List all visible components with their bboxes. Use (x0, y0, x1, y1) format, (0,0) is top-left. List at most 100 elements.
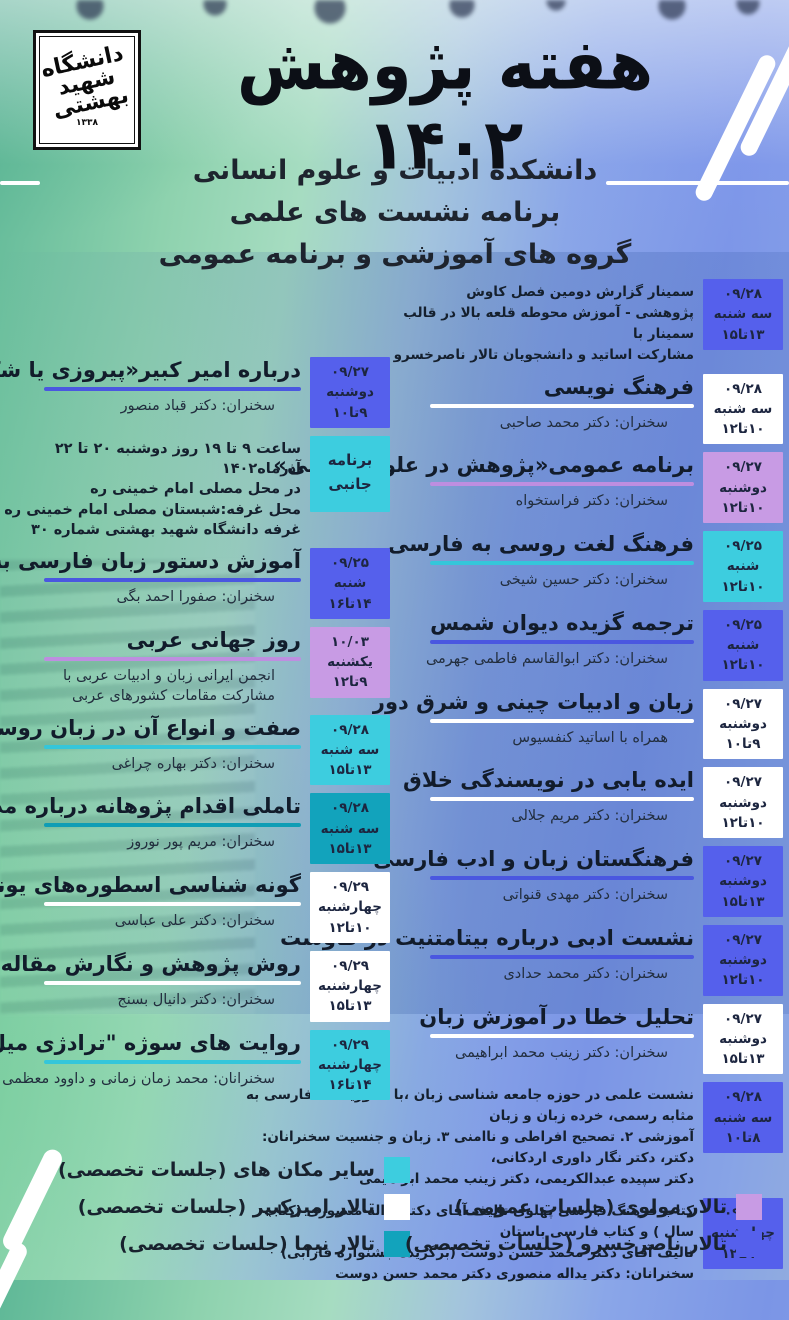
date-badge: ۰۹/۲۸ سه شنبه ۱۰تا۱۲ (703, 373, 783, 445)
legend-item: تالار مولوی (جلسات عمومی) (405, 1193, 762, 1221)
note-text: سمینار گزارش دومین فصل کاوش پژوهشی - آمو… (393, 284, 694, 363)
university-logo: دانشگاه شهید بهشتی ۱۳۳۸ (33, 30, 141, 150)
badge-line: جانبی (328, 474, 372, 493)
badge-day: دوشنبه (719, 715, 767, 732)
date-badge: ۰۹/۲۹ چهارشنبه ۱۳تا۱۵ (310, 950, 390, 1022)
badge-day: سه شنبه (713, 306, 773, 323)
event-body: درباره امیر کبیر«پیروزی یا شکست قاجاریه»… (0, 357, 301, 416)
badge-time: ۹تا۱۲ (332, 674, 368, 691)
badge-day: دوشنبه (719, 479, 767, 496)
title-underline (429, 876, 694, 881)
event-speaker: سخنران: دکتر محمد صاحبی (499, 414, 668, 431)
event-card: ۰۹/۲۷ دوشنبه ۱۳تا۱۵ فرهنگستان زبان و ادب فا… (373, 846, 783, 917)
title-underline (429, 718, 694, 723)
badge-date: ۰۹/۲۸ (331, 721, 369, 738)
event-speaker: همراه با اساتید کنفسیوس (512, 729, 668, 746)
event-title: برنامه عمومی«پژوهش در علوم انسانی» (273, 453, 694, 478)
event-speaker: سخنران: دکتر ابوالقاسم فاطمی جهرمی (425, 650, 668, 667)
badge-day: دوشنبه (719, 952, 767, 969)
event-speaker: سخنران: دکتر مریم جلالی (511, 808, 668, 825)
date-badge: ۰۹/۲۵ شنبه ۱۰تا۱۲ (703, 531, 783, 602)
event-speaker: سخنران: مریم پور نوروز (127, 834, 275, 851)
event-body: فرهنگ لغت روسی به فارسی سخنران: دکتر حسین… (387, 531, 694, 590)
cyan-swatch-icon (384, 1157, 410, 1183)
event-title: روز جهانی عربی (126, 627, 301, 652)
date-badge: ۰۹/۲۷ دوشنبه ۱۰تا۱۲ (703, 924, 783, 996)
event-card: ۰۹/۲۸ سه شنبه ۱۳تا۱۵ صفت و انواع آن در زبان… (0, 714, 390, 786)
poster-title: هفته پژوهش ۱۴۰۲ (236, 26, 655, 186)
title-underline (43, 578, 301, 583)
badge-time: ۱۰تا۱۲ (328, 919, 372, 936)
subtitle-line: برنامه نشست های علمی (229, 196, 561, 228)
legend-specialized-venues: سایر مکان های (جلسات تخصصی) تالار امیرکبی… (58, 1156, 410, 1267)
event-title: تاملی اقدام پژوهانه درباره مدرسان آزفا (0, 794, 301, 819)
badge-date: ۰۹/۲۷ (724, 695, 762, 712)
university-logo-calligraphy: دانشگاه شهید بهشتی (39, 41, 132, 124)
legend-label: تالار نیما (جلسات تخصصی) (119, 1233, 375, 1255)
legend-label: تالار امیرکبیر (جلسات تخصصی) (77, 1196, 375, 1218)
badge-date: ۰۹/۲۷ (724, 853, 762, 870)
event-card: ۰۹/۲۸ سه شنبه ۱۳تا۱۵ تاملی اقدام پژوهانه در… (0, 793, 390, 865)
badge-time: ۱۳تا۱۵ (721, 893, 765, 910)
date-badge: ۰۹/۲۸ سه شنبه ۱۳تا۱۵ (310, 793, 390, 865)
event-card: ۰۹/۲۷ دوشنبه ۹تا۱۰ درباره امیر کبیر«پیروزی … (0, 357, 390, 428)
badge-time: ۱۰تا۱۲ (721, 578, 765, 595)
event-body: فرهنگ نویسی سخنران: دکتر محمد صاحبی (387, 374, 694, 433)
event-body: ترجمه گزیده دیوان شمس سخنران: دکتر ابوالق… (387, 610, 694, 669)
event-card: ۰۹/۲۷ دوشنبه ۹تا۱۰ زبان و ادبیات چینی و شرق… (372, 688, 783, 760)
subtitle-line: گروه های آموزشی و برنامه عمومی (158, 238, 632, 270)
event-card: ۰۹/۲۷ دوشنبه ۱۳تا۱۵ تحلیل خطا در آموزش زبان… (387, 1003, 783, 1075)
event-body: روش پژوهش و نگارش مقاله زبان فرانسه سخنرا… (0, 951, 301, 1010)
event-title: گونه شناسی اسطوره‌های یونان باستان (0, 873, 301, 898)
title-underline (429, 639, 694, 644)
subtitle-line: دانشکده ادبیات و علوم انسانی (192, 155, 598, 186)
badge-time: ۱۳تا۱۵ (721, 1051, 765, 1068)
badge-date: ۰۹/۲۸ (724, 286, 762, 302)
event-title: تحلیل خطا در آموزش زبان (419, 1004, 694, 1029)
event-title: زبان و ادبیات چینی و شرق دور (372, 689, 694, 714)
badge-date: ۰۹/۲۸ (724, 380, 762, 397)
event-card: ۰۹/۲۹ چهارشنبه ۱۳تا۱۵ روش پژوهش و نگارش مقا… (0, 950, 390, 1022)
badge-day: دوشنبه (326, 384, 374, 401)
university-founding-year: ۱۳۳۸ (76, 117, 98, 128)
decorative-line (0, 181, 40, 185)
badge-day: دوشنبه (719, 873, 767, 890)
white-swatch-icon (384, 1194, 410, 1220)
event-title: ترجمه گزیده دیوان شمس (430, 610, 694, 635)
date-badge: ۰۹/۲۸ سه شنبه ۱۳تا۱۵ (310, 714, 390, 786)
date-badge: ۰۹/۲۹ چهارشنبه ۱۴تا۱۶ (310, 1029, 390, 1101)
event-title: فرهنگ نویسی (543, 374, 694, 399)
event-card: ۰۹/۲۹ چهارشنبه ۱۴تا۱۶ روایت های سوژه "ترادژ… (0, 1029, 390, 1101)
decorative-stripe (0, 1240, 30, 1320)
legend-main-venues: تالار مولوی (جلسات عمومی) تالار ناصرخسرو … (405, 1193, 762, 1267)
title-underline (43, 902, 301, 907)
badge-date: ۰۹/۲۹ (331, 1036, 369, 1053)
badge-time: ۱۴تا۱۶ (328, 1077, 372, 1094)
badge-date: ۰۹/۲۹ (331, 957, 369, 974)
event-body: ایده یابی در نویسندگی خلاق سخنران: دکتر م… (387, 767, 694, 826)
event-speaker: سخنران: دکتر محمد حدادی (503, 965, 668, 982)
event-body: صفت و انواع آن در زبان روسی سخنران: دکتر … (0, 715, 301, 774)
date-badge: برنامه جانبی (310, 435, 390, 512)
event-title: فرهنگ لغت روسی به فارسی (388, 532, 694, 557)
badge-day: دوشنبه (719, 794, 767, 811)
event-body: تحلیل خطا در آموزش زبان سخنران: دکتر زینب… (387, 1004, 694, 1063)
date-badge: ۰۹/۲۸ سه شنبه ۸تا۱۰ (703, 1082, 783, 1154)
event-card: ۰۹/۲۸ سه شنبه ۱۳تا۱۵ سمینار گزارش دومین فصل… (387, 279, 783, 366)
event-card: ۰۹/۲۷ دوشنبه ۱۰تا۱۲ برنامه عمومی«پژوهش در ع… (273, 452, 783, 524)
date-badge: ۰۹/۲۵ شنبه ۱۰تا۱۲ (703, 609, 783, 681)
badge-day: سه شنبه (713, 400, 773, 417)
badge-day: سه شنبه (713, 1109, 773, 1126)
event-title: درباره امیر کبیر«پیروزی یا شکست قاجاریه» (0, 358, 301, 382)
event-card: ۰۹/۲۵ شنبه ۱۰تا۱۲ ترجمه گزیده دیوان شمس سخنر… (387, 609, 783, 681)
title-underline (429, 797, 694, 802)
badge-date: ۰۹/۲۷ (724, 774, 762, 791)
legend-item: تالار ناصرخسرو (جلسات تخصصی) (405, 1230, 762, 1258)
event-card: برنامه جانبی ساعت ۹ تا ۱۹ روز دوشنبه ۲۰ تا… (2, 435, 390, 540)
date-badge: ۰۹/۲۷ دوشنبه ۱۰تا۱۲ (703, 767, 783, 839)
event-body: روایت های سوژه "ترادژی میل" سخنرانان: محم… (0, 1030, 301, 1089)
event-title: ایده یابی در نویسندگی خلاق (403, 768, 694, 793)
badge-day: شنبه (726, 558, 760, 575)
poster-subtitle: دانشکده ادبیات و علوم انسانی برنامه نشست… (95, 150, 695, 276)
blue-swatch-icon (736, 1231, 762, 1257)
